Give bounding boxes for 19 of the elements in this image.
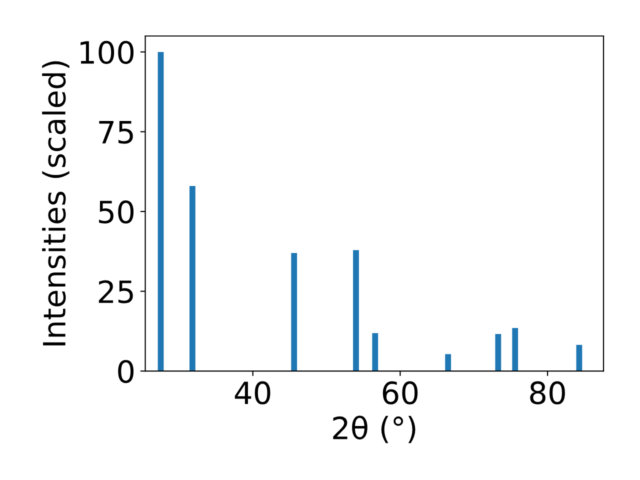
- bar: [158, 52, 164, 372]
- y-tick-label: 75: [99, 121, 133, 144]
- bar: [291, 252, 298, 372]
- bar: [445, 354, 452, 372]
- x-tick-label: 40: [234, 381, 270, 404]
- bar: [353, 250, 359, 372]
- x-tick-label: 80: [530, 381, 565, 404]
- bar: [576, 344, 582, 372]
- bar: [512, 328, 518, 372]
- y-axis-title: Intensities (scaled): [42, 61, 70, 346]
- bar: [495, 334, 502, 372]
- bar: [189, 186, 196, 372]
- y-tick-label: 50: [99, 200, 134, 224]
- y-tick-label: 25: [98, 280, 133, 304]
- y-tick-label: 100: [80, 40, 134, 64]
- bar: [372, 333, 378, 372]
- x-tick-label: 60: [382, 381, 418, 404]
- x-axis-title: 2θ (°): [333, 416, 416, 444]
- y-tick-label: 0: [118, 360, 134, 384]
